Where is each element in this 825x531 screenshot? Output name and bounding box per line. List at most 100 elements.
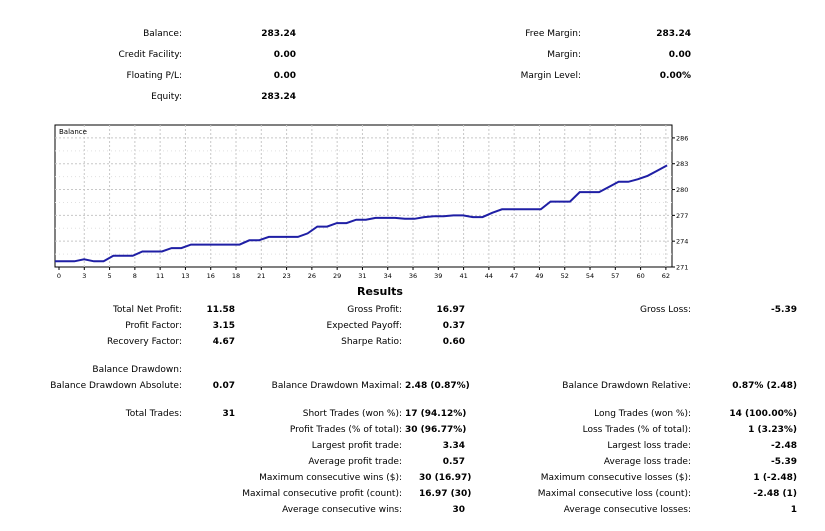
total-trades-value: 31 [222, 409, 235, 419]
balance-drawdown-absolute-label: Balance Drawdown Absolute: [50, 381, 182, 391]
x-tick-label: 0 [57, 272, 61, 280]
x-tick-label: 47 [510, 272, 518, 280]
margin-level-label: Margin Level: [520, 71, 581, 81]
x-tick-label: 62 [662, 272, 670, 280]
x-tick-label: 54 [586, 272, 594, 280]
equity-label: Equity: [151, 92, 182, 102]
total-net-profit-label: Total Net Profit: [112, 305, 182, 315]
average-profit-value: 0.57 [442, 457, 465, 467]
x-axis-ticks: 0 3 5 8 11 13 16 18 21 23 26 29 31 34 36 39 41 44 47 49 52 54… [57, 267, 670, 280]
x-tick-label: 3 [82, 272, 86, 280]
largest-loss-value: -2.48 [771, 441, 797, 451]
max-consecutive-loss-label: Maximal consecutive loss (count): [537, 489, 691, 499]
floating-pl-value: 0.00 [273, 71, 296, 81]
max-consecutive-losses-label: Maximum consecutive losses ($): [540, 473, 691, 483]
x-tick-label: 21 [257, 272, 265, 280]
x-tick-label: 29 [333, 272, 341, 280]
profit-factor-value: 3.15 [212, 321, 235, 331]
margin-value: 0.00 [668, 50, 691, 60]
x-tick-label: 16 [207, 272, 215, 280]
x-tick-label: 11 [156, 272, 164, 280]
x-tick-label: 57 [611, 272, 619, 280]
profit-factor-label: Profit Factor: [125, 321, 182, 331]
average-consecutive-losses-label: Average consecutive losses: [563, 505, 691, 515]
short-trades-label: Short Trades (won %): [302, 409, 402, 419]
credit-facility-label: Credit Facility: [118, 50, 182, 60]
balance-drawdown-maximal-label: Balance Drawdown Maximal: [271, 381, 402, 391]
average-consecutive-losses-value: 1 [790, 505, 797, 515]
expected-payoff-value: 0.37 [442, 321, 465, 331]
balance-drawdown-maximal-value: 2.48 (0.87%) [405, 381, 470, 391]
average-consecutive-wins-value: 30 [452, 505, 465, 515]
gross-loss-label: Gross Loss: [640, 305, 691, 315]
largest-profit-value: 3.34 [442, 441, 465, 451]
loss-trades-value: 1 (3.23%) [748, 425, 797, 435]
chart-title: Balance [59, 128, 87, 136]
average-loss-label: Average loss trade: [603, 457, 691, 467]
x-tick-label: 8 [133, 272, 137, 280]
margin-level-value: 0.00% [659, 71, 691, 81]
y-tick-label: 280 [676, 186, 688, 194]
max-consecutive-losses-value: 1 (-2.48) [753, 473, 797, 483]
gross-profit-label: Gross Profit: [347, 305, 402, 315]
y-tick-label: 283 [676, 160, 688, 168]
sharpe-ratio-value: 0.60 [442, 337, 465, 347]
recovery-factor-value: 4.67 [212, 337, 235, 347]
y-axis-ticks: 271 274 277 280 283 286 [672, 134, 688, 272]
chart-frame [54, 124, 673, 268]
average-loss-value: -5.39 [771, 457, 797, 467]
y-tick-label: 277 [676, 212, 688, 220]
balance-chart: Balance 0 3 5 8 11 13 16 18 21 23 26 29 31 34 36 39 41 44… [54, 124, 688, 280]
largest-profit-label: Largest profit trade: [311, 441, 402, 451]
long-trades-value: 14 (100.00%) [729, 409, 797, 419]
x-tick-label: 31 [358, 272, 366, 280]
expected-payoff-label: Expected Payoff: [326, 321, 402, 331]
balance-label: Balance: [143, 29, 182, 39]
x-tick-label: 49 [535, 272, 543, 280]
free-margin-value: 283.24 [656, 29, 691, 39]
credit-facility-value: 0.00 [273, 50, 296, 60]
y-tick-label: 274 [676, 238, 688, 246]
average-consecutive-wins-label: Average consecutive wins: [282, 505, 402, 515]
long-trades-label: Long Trades (won %): [594, 409, 691, 419]
x-tick-label: 23 [282, 272, 290, 280]
balance-drawdown-relative-label: Balance Drawdown Relative: [562, 381, 691, 391]
average-profit-label: Average profit trade: [308, 457, 402, 467]
max-consecutive-wins-value: 30 (16.97) [419, 473, 472, 483]
x-tick-label: 44 [485, 272, 493, 280]
largest-loss-label: Largest loss trade: [607, 441, 691, 451]
profit-trades-value: 30 (96.77%) [405, 425, 467, 435]
total-net-profit-value: 11.58 [206, 305, 235, 315]
max-consecutive-loss-value: -2.48 (1) [753, 489, 797, 499]
equity-value: 283.24 [261, 92, 296, 102]
balance-drawdown-label: Balance Drawdown: [92, 365, 182, 375]
y-tick-label: 286 [676, 134, 688, 142]
x-tick-label: 41 [459, 272, 467, 280]
x-tick-label: 18 [232, 272, 240, 280]
x-tick-label: 60 [636, 272, 644, 280]
balance-drawdown-absolute-value: 0.07 [212, 381, 235, 391]
short-trades-value: 17 (94.12%) [405, 409, 467, 419]
x-tick-label: 34 [384, 272, 392, 280]
profit-trades-label: Profit Trades (% of total): [289, 425, 402, 435]
floating-pl-label: Floating P/L: [126, 71, 182, 81]
gross-profit-value: 16.97 [436, 305, 465, 315]
results-title: Results [357, 285, 403, 298]
max-consecutive-profit-value: 16.97 (30) [419, 489, 472, 499]
free-margin-label: Free Margin: [525, 29, 581, 39]
loss-trades-label: Loss Trades (% of total): [582, 425, 691, 435]
x-tick-label: 52 [561, 272, 569, 280]
balance-drawdown-relative-value: 0.87% (2.48) [732, 381, 797, 391]
total-trades-label: Total Trades: [125, 409, 182, 419]
margin-label: Margin: [547, 50, 581, 60]
balance-value: 283.24 [261, 29, 296, 39]
y-tick-label: 271 [676, 264, 688, 272]
x-tick-label: 26 [308, 272, 316, 280]
max-consecutive-profit-label: Maximal consecutive profit (count): [242, 489, 402, 499]
x-tick-label: 39 [434, 272, 442, 280]
chart-grid [54, 124, 673, 268]
x-tick-label: 13 [181, 272, 189, 280]
x-tick-label: 36 [409, 272, 417, 280]
gross-loss-value: -5.39 [771, 305, 797, 315]
sharpe-ratio-label: Sharpe Ratio: [341, 337, 402, 347]
